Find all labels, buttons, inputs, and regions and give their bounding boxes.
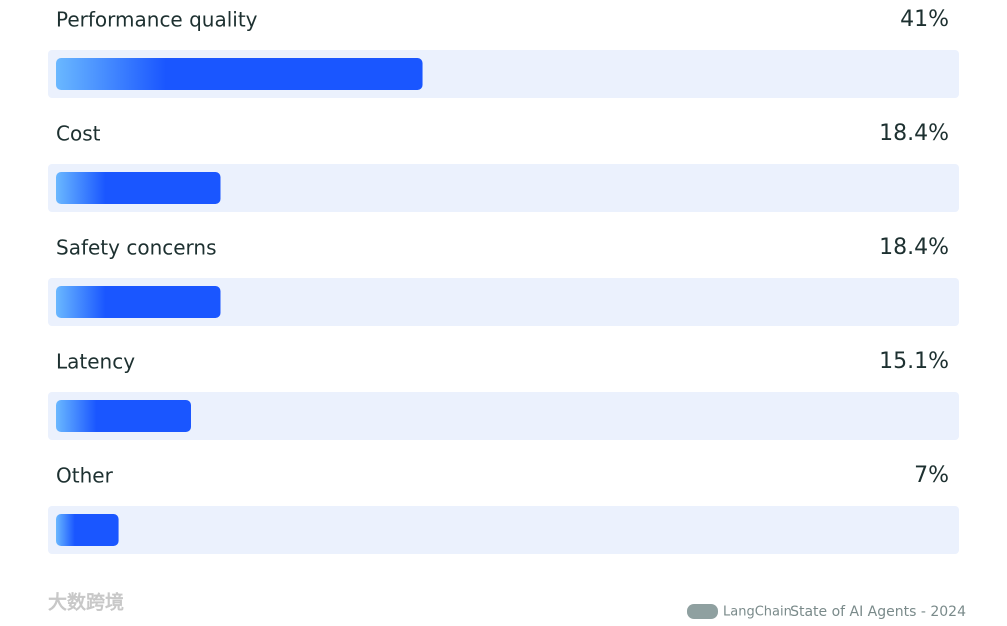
category-label: Performance quality [56,8,258,32]
bar-track [48,278,959,326]
category-label: Other [56,464,114,488]
bar [56,400,191,432]
brand-logo [687,604,718,619]
source: State of AI Agents - 2024 [790,604,966,620]
category-label: Safety concerns [56,236,217,260]
value-label: 18.4% [879,235,949,260]
value-label: 41% [900,7,949,32]
brand-name: LangChain [723,605,792,620]
value-label: 15.1% [879,349,949,374]
bar [56,514,119,546]
bar-track [48,164,959,212]
category-label: Latency [56,350,135,374]
category-label: Cost [56,122,101,146]
value-label: 18.4% [879,121,949,146]
bar [56,286,221,318]
value-label: 7% [914,463,949,488]
bar-track [48,506,959,554]
bar [56,172,221,204]
bar-track [48,392,959,440]
watermark: 大数跨境 [48,591,124,614]
bar [56,58,423,90]
